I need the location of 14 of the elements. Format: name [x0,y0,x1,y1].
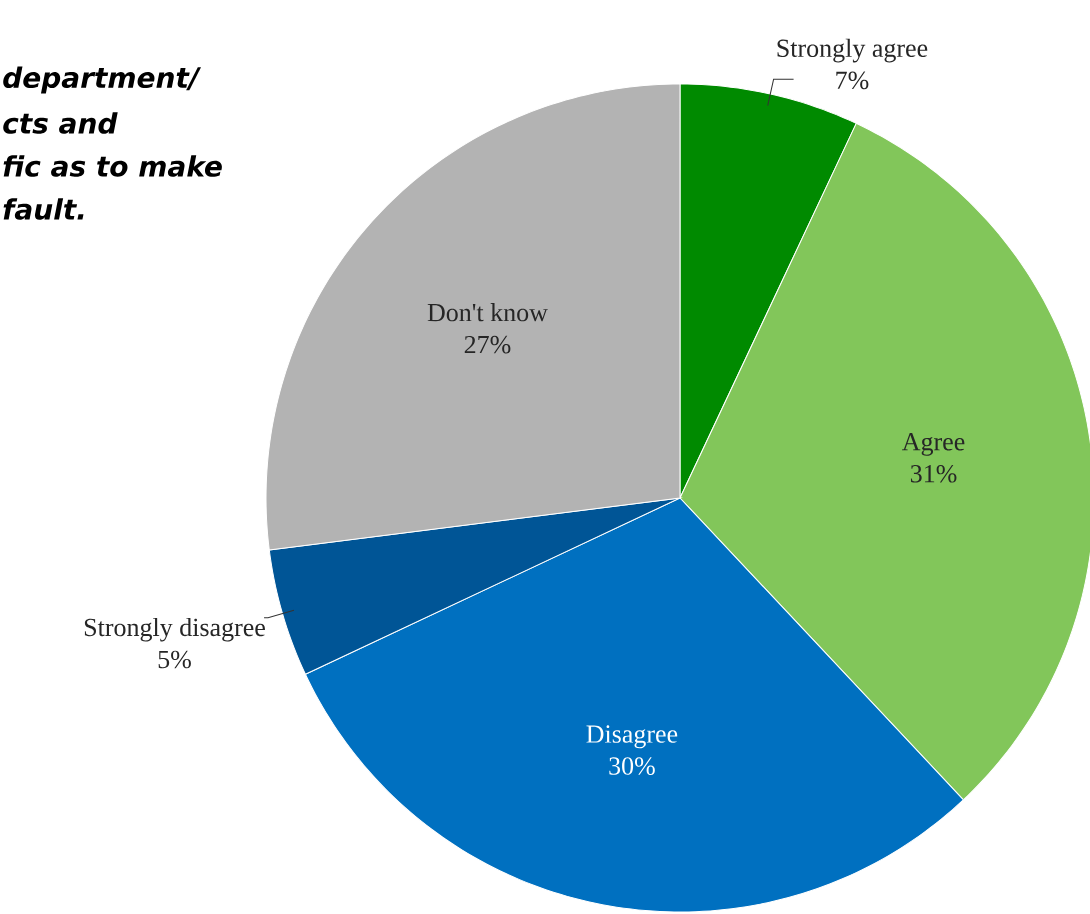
slice-label: Disagree [586,725,678,749]
data-label: 30% [609,757,655,775]
data-label: 7% [836,71,869,90]
slice-label: Don't know [427,303,548,322]
slice-label: Agree [902,433,965,456]
data-label: 31% [910,464,957,483]
text: cts and [3,112,118,134]
text: fault. [3,198,84,220]
data-label: 5% [158,650,191,669]
slice-label: Strongly agree [777,38,928,63]
text: fic as to make [3,155,222,177]
text: department/ [3,66,201,94]
data-label: 27% [464,335,511,354]
slice-label: Strongly disagree [84,617,265,642]
